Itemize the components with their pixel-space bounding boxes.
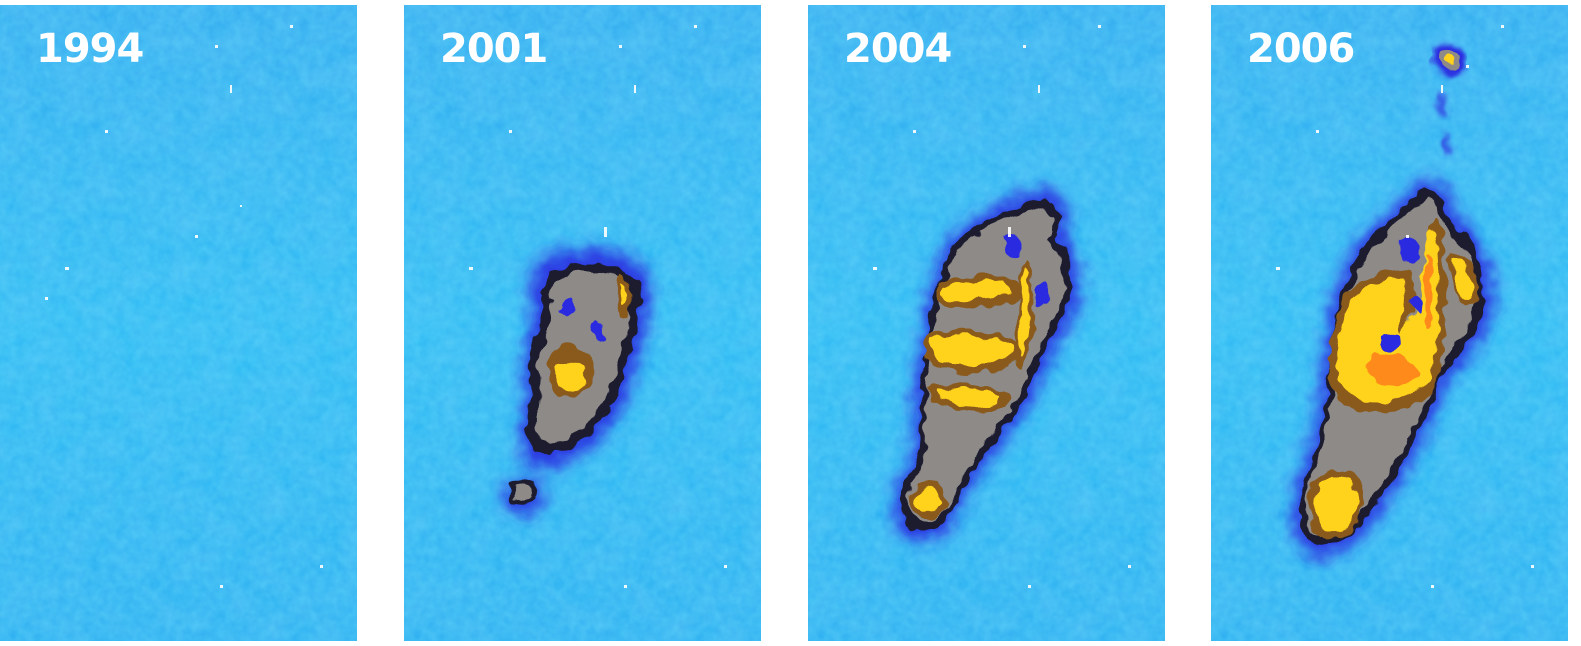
lava-dome (893, 189, 1081, 543)
panel-2001: 2001 (404, 5, 761, 641)
radar-image-2001 (404, 5, 761, 641)
lava-dome (1292, 43, 1494, 557)
year-label: 2004 (844, 26, 952, 72)
speckle-dots (45, 25, 323, 588)
lava-dome (503, 248, 650, 516)
speckle-dots (469, 25, 727, 588)
radar-image-2004 (808, 5, 1165, 641)
panel-1994: 1994 (0, 5, 357, 641)
speckle-dots (1276, 25, 1534, 588)
panel-2004: 2004 (808, 5, 1165, 641)
year-label: 2006 (1247, 26, 1355, 72)
year-label: 1994 (36, 26, 144, 72)
panel-2006: 2006 (1211, 5, 1568, 641)
speckle-dots (873, 25, 1131, 588)
radar-image-2006 (1211, 5, 1568, 641)
radar-image-1994 (0, 5, 357, 641)
year-label: 2001 (440, 26, 548, 72)
